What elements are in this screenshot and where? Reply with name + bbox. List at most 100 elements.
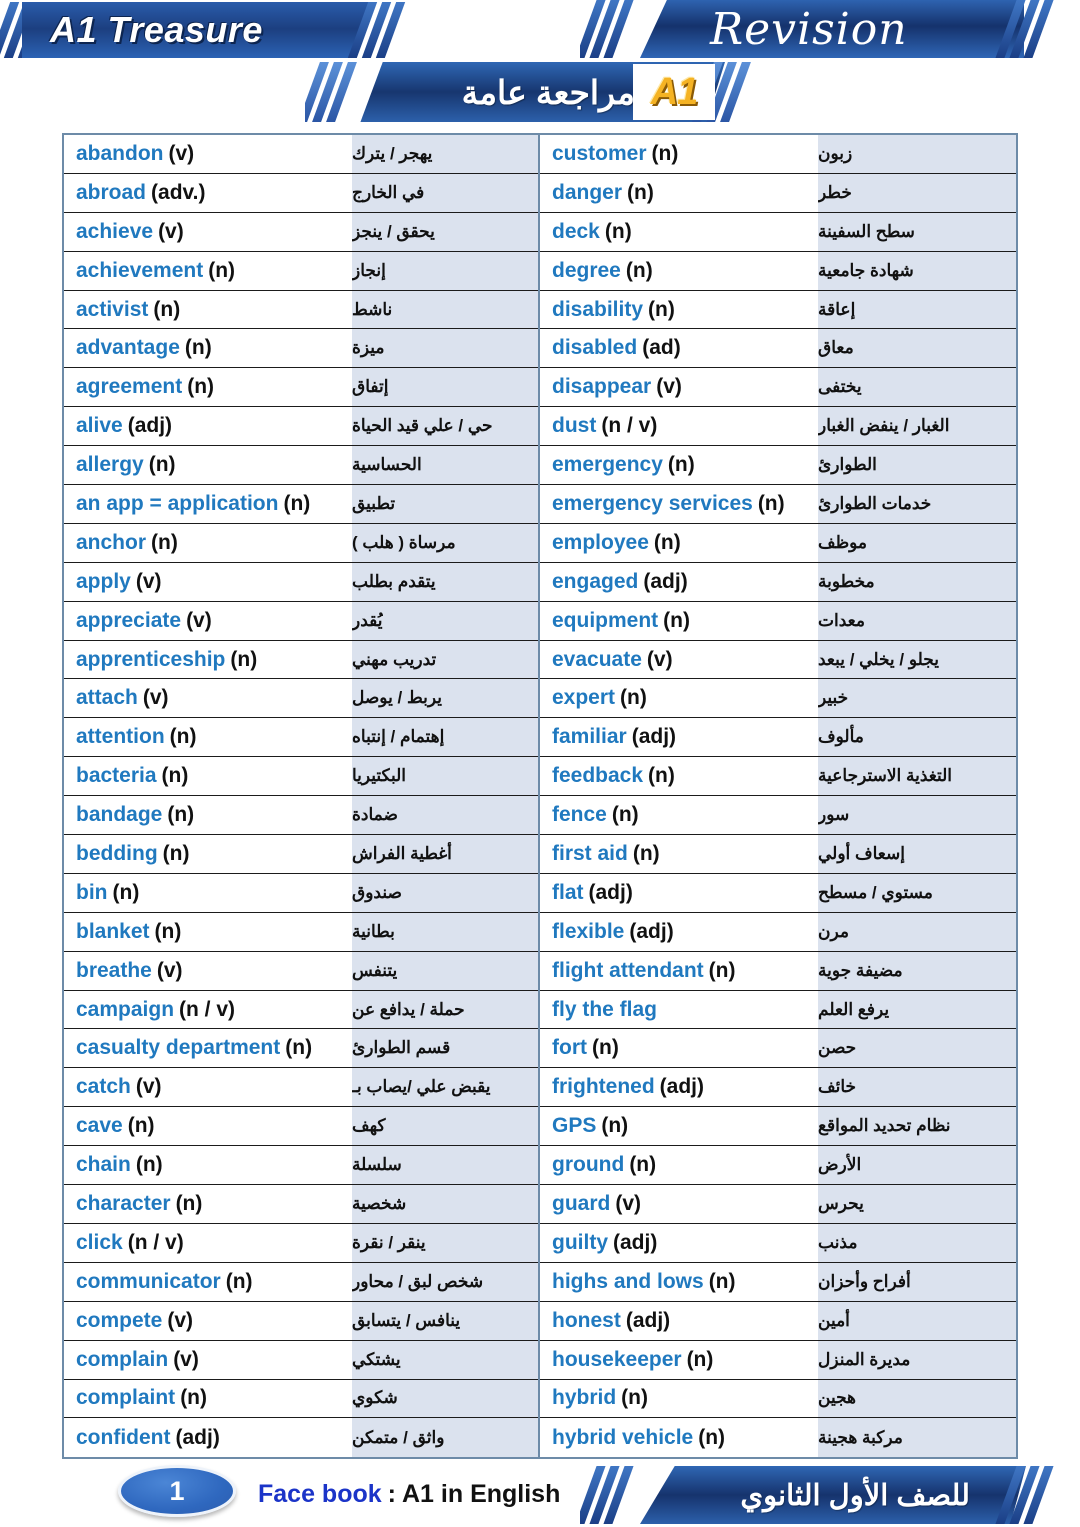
vocabulary-row: deck (n) سطح السفينة <box>540 212 1016 252</box>
english-word: advantage <box>76 336 180 360</box>
english-word: evacuate <box>552 647 642 671</box>
vocabulary-row: equipment (n) معدات <box>540 601 1016 641</box>
part-of-speech: (ad) <box>642 336 681 360</box>
grade-banner-body <box>640 1466 1026 1524</box>
part-of-speech: (v) <box>646 647 673 671</box>
english-term-cell: flight attendant (n) <box>540 951 818 990</box>
arabic-meaning-cell: شخصية <box>352 1185 538 1223</box>
part-of-speech: (n) <box>648 297 675 321</box>
english-term-cell: breathe (v) <box>64 951 352 990</box>
english-word: flight attendant <box>552 958 704 982</box>
part-of-speech: (n) <box>153 297 181 321</box>
english-word: disability <box>552 297 644 321</box>
arabic-meaning-cell: قسم الطوارئ <box>352 1029 538 1068</box>
arabic-meaning-cell: ضمادة <box>352 796 538 835</box>
english-word: dust <box>552 414 597 438</box>
english-word: breathe <box>76 958 152 982</box>
part-of-speech: (n) <box>698 1425 726 1449</box>
revision-title: Revision <box>710 3 908 55</box>
arabic-meaning-cell: تطبيق <box>352 485 538 523</box>
arabic-meaning-cell: الغبار / ينفض الغبار <box>818 407 1016 446</box>
arabic-meaning-cell: ميزة <box>352 329 538 368</box>
arabic-meaning-cell: ناشط <box>352 290 538 329</box>
english-word: fly the flag <box>552 997 658 1021</box>
vocabulary-row: activist (n) ناشط <box>64 290 538 330</box>
english-word: bedding <box>76 841 158 865</box>
arabic-meaning-cell: سطح السفينة <box>818 212 1016 251</box>
english-term-cell: customer (n) <box>540 135 818 173</box>
english-word: appreciate <box>76 608 182 632</box>
part-of-speech: (adj) <box>659 1075 704 1099</box>
vocabulary-row: disabled (ad) معاق <box>540 329 1016 369</box>
part-of-speech: (n) <box>225 1269 253 1293</box>
english-term-cell: housekeeper (n) <box>540 1340 818 1379</box>
vocabulary-row: familiar (adj) مألوف <box>540 718 1016 758</box>
english-word: compete <box>76 1308 163 1332</box>
part-of-speech: (n) <box>667 453 695 477</box>
part-of-speech: (n) <box>283 491 311 515</box>
english-term-cell: engaged (adj) <box>540 562 818 601</box>
part-of-speech: (n) <box>187 375 215 399</box>
part-of-speech: (n) <box>651 141 679 165</box>
part-of-speech: (v) <box>135 569 162 593</box>
english-term-cell: attach (v) <box>64 679 352 718</box>
english-term-cell: frightened (adj) <box>540 1068 818 1107</box>
part-of-speech: (n / v) <box>601 414 658 438</box>
english-word: cave <box>76 1114 123 1138</box>
arabic-meaning-cell: إنجاز <box>352 251 538 290</box>
arabic-meaning-cell: خبير <box>818 679 1016 718</box>
part-of-speech: (v) <box>135 1075 162 1099</box>
english-word: blanket <box>76 919 150 943</box>
part-of-speech: (adj) <box>625 1308 671 1332</box>
part-of-speech: (n) <box>620 686 647 710</box>
vocabulary-row: evacuate (v) يجلو / يخلي / يبعد <box>540 640 1016 680</box>
arabic-meaning-cell: شكوي <box>352 1379 538 1418</box>
english-word: danger <box>552 180 623 204</box>
english-word: activist <box>76 297 149 321</box>
part-of-speech: (adj) <box>588 880 633 904</box>
english-word: ground <box>552 1153 625 1177</box>
english-word: bin <box>76 880 108 904</box>
brand-title: A1 Treasure <box>50 9 263 50</box>
english-term-cell: compete (v) <box>64 1301 352 1340</box>
english-word: familiar <box>552 725 627 749</box>
vocabulary-row: agreement (n) إتفاق <box>64 368 538 408</box>
english-term-cell: achievement (n) <box>64 251 352 290</box>
english-word: equipment <box>552 608 659 632</box>
english-term-cell: GPS (n) <box>540 1107 818 1146</box>
part-of-speech: (n) <box>757 491 785 515</box>
english-term-cell: familiar (adj) <box>540 718 818 757</box>
vocabulary-row: apprenticeship (n) تدريب مهني <box>64 640 538 680</box>
english-word: honest <box>552 1308 621 1332</box>
arabic-meaning-cell: بطانية <box>352 912 538 951</box>
english-word: housekeeper <box>552 1347 682 1371</box>
arabic-meaning-cell: إسعاف أولي <box>818 835 1016 873</box>
english-word: frightened <box>552 1075 655 1099</box>
english-word: attach <box>76 686 138 710</box>
vocabulary-row: communicator (n) شخص لبق / محاور <box>64 1262 538 1302</box>
vocabulary-row: apply (v) يتقدم بطلب <box>64 562 538 602</box>
part-of-speech: (n) <box>230 647 258 671</box>
part-of-speech: (n) <box>154 919 182 943</box>
english-term-cell: bacteria (n) <box>64 757 352 796</box>
grade-banner: للصف الأول الثانوي <box>580 1466 1080 1524</box>
arabic-meaning-cell: يُقدر <box>352 601 538 640</box>
english-term-cell: apprenticeship (n) <box>64 640 352 679</box>
english-word: allergy <box>76 453 144 477</box>
vocabulary-row: first aid (n) إسعاف أولي <box>540 835 1016 874</box>
part-of-speech: (n) <box>167 803 195 827</box>
facebook-page-name: : A1 in English <box>387 1480 561 1508</box>
page-header: A1 Treasure Revision مراجعة عامة A1 <box>0 0 1080 130</box>
part-of-speech: (n) <box>112 880 140 904</box>
vocabulary-row: employee (n) موظف <box>540 523 1016 563</box>
part-of-speech: (v) <box>656 375 682 399</box>
part-of-speech: (v) <box>173 1347 199 1371</box>
english-word: alive <box>76 414 123 438</box>
part-of-speech: (n) <box>708 1269 736 1293</box>
part-of-speech: (n) <box>208 258 236 282</box>
vocabulary-row: alive (adj) حي / علي قيد الحياة <box>64 407 538 447</box>
english-term-cell: flexible (adj) <box>540 912 818 951</box>
vocabulary-row: compete (v) ينافس / يتسابق <box>64 1301 538 1341</box>
vocabulary-row: blanket (n) بطانية <box>64 912 538 952</box>
part-of-speech: (adv.) <box>151 180 206 204</box>
